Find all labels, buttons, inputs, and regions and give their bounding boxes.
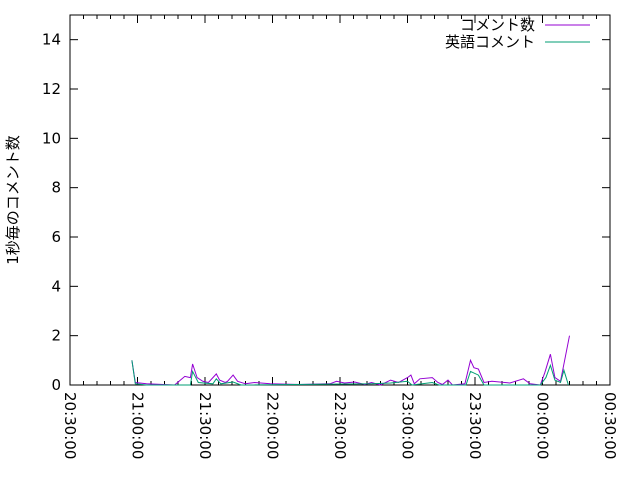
y-tick-label: 10: [42, 129, 61, 147]
series-lines: [131, 335, 570, 386]
x-tick-label: 22:00:00: [264, 392, 282, 459]
y-axis-label: 1秒毎のコメント数: [4, 135, 22, 265]
series-line-0: [131, 335, 570, 386]
x-tick-label: 00:30:00: [601, 392, 619, 459]
x-tick-label: 21:00:00: [129, 392, 147, 459]
x-tick-label: 23:00:00: [399, 392, 417, 459]
series-line-1: [131, 360, 569, 386]
x-tick-label: 21:30:00: [196, 392, 214, 459]
axes: 20:30:00 21:00:00 21:30:00 22:00:00 22:30:00…: [42, 14, 619, 459]
x-tick-label: 23:30:00: [466, 392, 484, 459]
x-tick-label: 00:00:00: [534, 392, 552, 459]
y-tick-label: 6: [51, 228, 61, 246]
y-tick-label: 14: [42, 31, 61, 49]
legend-label: 英語コメント: [445, 33, 535, 51]
x-tick-label: 20:30:00: [61, 392, 79, 459]
y-tick-label: 4: [51, 277, 61, 295]
y-tick-label: 0: [51, 376, 61, 394]
y-tick-label: 8: [51, 179, 61, 197]
y-tick-label: 2: [51, 327, 61, 345]
y-tick-label: 12: [42, 80, 61, 98]
legend-label: コメント数: [460, 16, 535, 34]
x-tick-label: 22:30:00: [331, 392, 349, 459]
plot-border: [69, 14, 611, 386]
